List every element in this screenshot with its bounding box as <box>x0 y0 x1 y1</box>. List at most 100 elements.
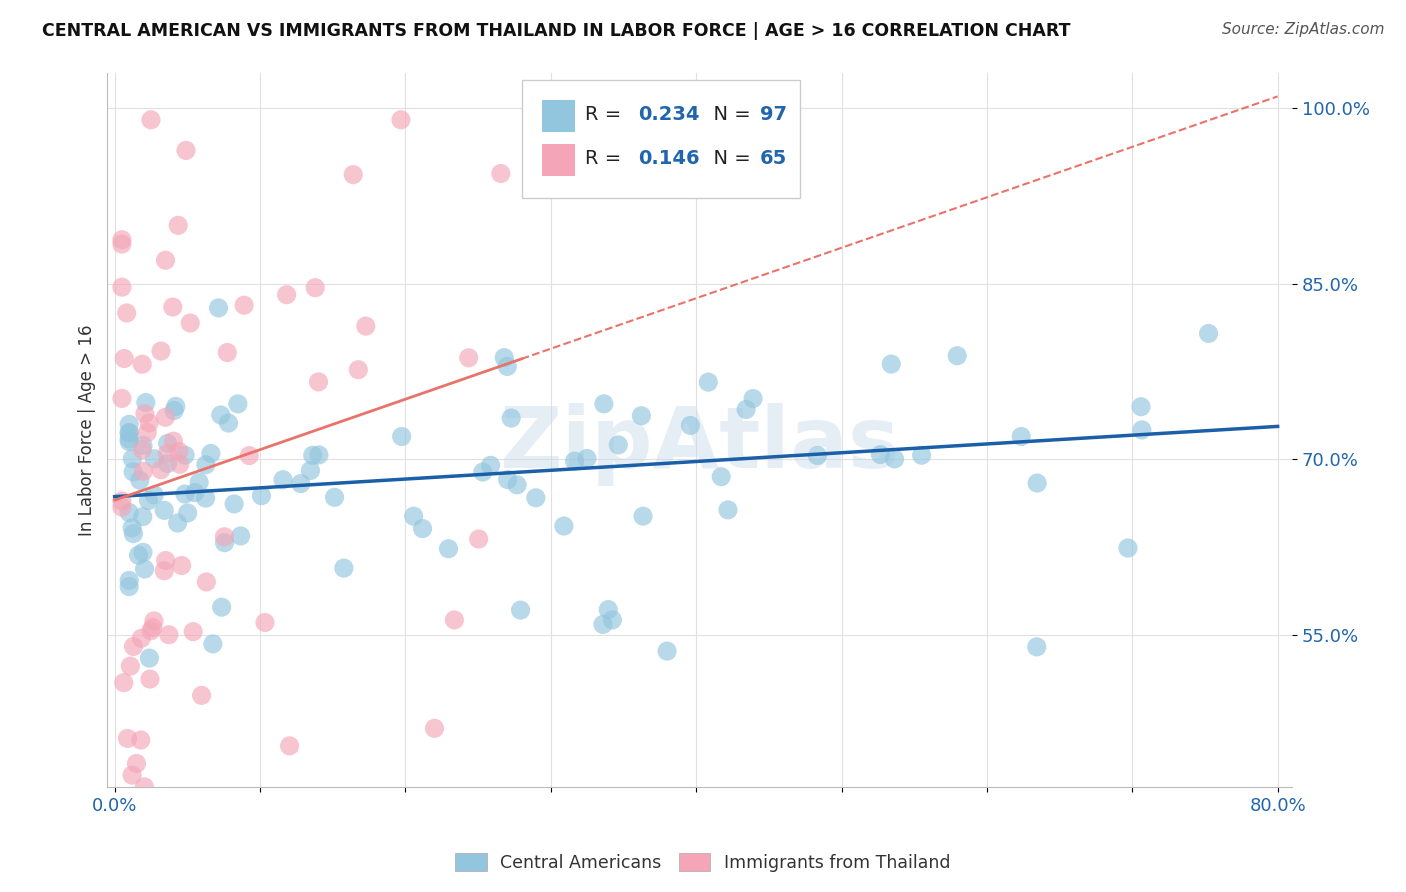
Point <box>201 637 224 651</box>
Text: ZipAtlas: ZipAtlas <box>499 402 900 485</box>
Point <box>423 722 446 736</box>
Point <box>139 672 162 686</box>
Point <box>118 417 141 432</box>
Point <box>402 509 425 524</box>
Point <box>717 503 740 517</box>
Point <box>200 446 222 460</box>
Point <box>111 392 134 406</box>
FancyBboxPatch shape <box>543 145 575 177</box>
Point <box>149 463 172 477</box>
Point <box>253 615 276 630</box>
Point <box>602 613 624 627</box>
Point <box>118 574 141 588</box>
Legend: Central Americans, Immigrants from Thailand: Central Americans, Immigrants from Thail… <box>449 847 957 879</box>
Point <box>697 375 720 389</box>
Point <box>155 253 177 268</box>
Point <box>134 562 156 576</box>
Point <box>132 509 155 524</box>
Point <box>218 416 240 430</box>
Point <box>143 451 166 466</box>
Point <box>1010 429 1032 443</box>
Point <box>742 392 765 406</box>
Point <box>598 602 620 616</box>
Point <box>132 545 155 559</box>
Point <box>125 756 148 771</box>
Point <box>489 166 512 180</box>
Point <box>111 237 134 252</box>
Point <box>593 397 616 411</box>
Point <box>946 349 969 363</box>
Point <box>156 436 179 450</box>
Point <box>209 408 232 422</box>
Point <box>153 503 176 517</box>
Point <box>592 617 614 632</box>
Text: 0.146: 0.146 <box>638 149 700 169</box>
Point <box>118 432 141 446</box>
Point <box>1130 400 1153 414</box>
Point <box>679 418 702 433</box>
Point <box>132 438 155 452</box>
Point <box>496 359 519 374</box>
Point <box>142 620 165 634</box>
Point <box>118 425 141 440</box>
Point <box>607 438 630 452</box>
Point <box>117 731 139 746</box>
Point <box>575 451 598 466</box>
Point <box>467 532 489 546</box>
Point <box>226 397 249 411</box>
Point <box>155 553 177 567</box>
Point <box>806 449 828 463</box>
Point <box>710 469 733 483</box>
Point <box>111 500 134 514</box>
Point <box>118 506 141 520</box>
Point <box>174 448 197 462</box>
Text: R =: R = <box>585 105 627 124</box>
Point <box>167 444 190 458</box>
Point <box>112 351 135 366</box>
Point <box>524 491 547 505</box>
Point <box>134 780 156 794</box>
Point <box>112 675 135 690</box>
Text: Source: ZipAtlas.com: Source: ZipAtlas.com <box>1222 22 1385 37</box>
Point <box>479 458 502 473</box>
Point <box>143 614 166 628</box>
Text: 0.234: 0.234 <box>638 105 700 124</box>
Point <box>457 351 479 365</box>
Point <box>869 448 891 462</box>
Point <box>194 458 217 472</box>
Point <box>115 306 138 320</box>
Point <box>156 457 179 471</box>
Point <box>162 434 184 449</box>
Point <box>155 410 177 425</box>
Point <box>207 301 229 315</box>
Point <box>156 446 179 460</box>
Point <box>111 494 134 508</box>
Point <box>333 561 356 575</box>
Point <box>131 357 153 371</box>
Point <box>135 395 157 409</box>
Point <box>911 448 934 462</box>
Point <box>214 530 236 544</box>
Text: N =: N = <box>702 149 756 169</box>
Point <box>122 640 145 654</box>
Point <box>211 600 233 615</box>
Point <box>121 768 143 782</box>
Point <box>181 624 204 639</box>
FancyBboxPatch shape <box>543 100 575 132</box>
Point <box>276 287 298 301</box>
Point <box>1026 476 1049 491</box>
Point <box>122 526 145 541</box>
Point <box>143 488 166 502</box>
Point <box>136 425 159 440</box>
Point <box>129 733 152 747</box>
Point <box>138 416 160 430</box>
Point <box>301 448 323 462</box>
Point <box>880 357 903 371</box>
Point <box>165 400 187 414</box>
Point <box>162 300 184 314</box>
Point <box>122 465 145 479</box>
Point <box>354 319 377 334</box>
Point <box>342 168 364 182</box>
Point <box>506 478 529 492</box>
Point <box>347 362 370 376</box>
